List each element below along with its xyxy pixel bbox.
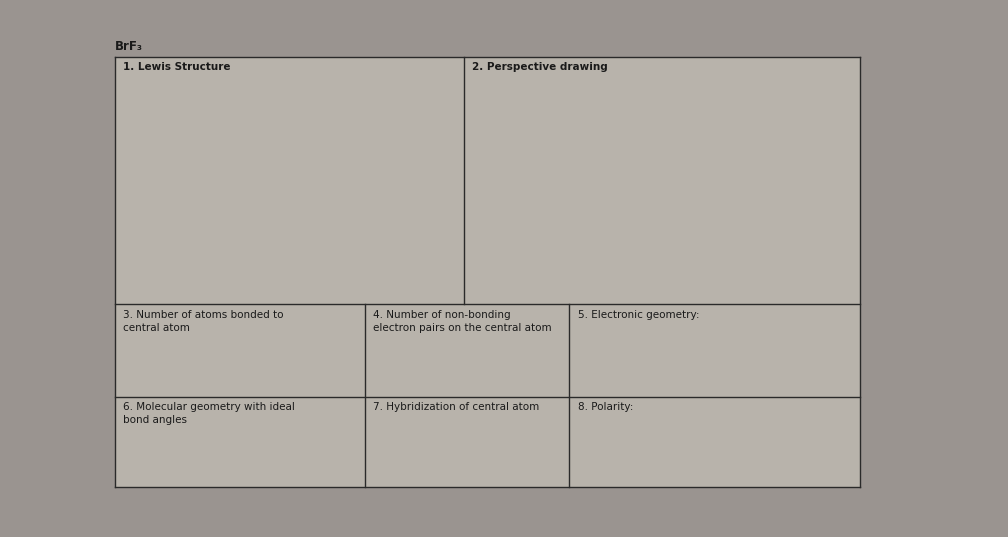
Text: 3. Number of atoms bonded to
central atom: 3. Number of atoms bonded to central ato… — [123, 310, 283, 333]
Text: 1. Lewis Structure: 1. Lewis Structure — [123, 62, 231, 72]
Text: 4. Number of non-bonding
electron pairs on the central atom: 4. Number of non-bonding electron pairs … — [373, 310, 551, 333]
Bar — [570, 397, 860, 487]
Bar — [464, 57, 860, 304]
Text: 5. Electronic geometry:: 5. Electronic geometry: — [578, 310, 699, 320]
Bar — [115, 57, 464, 304]
Bar — [115, 304, 365, 397]
Bar — [115, 397, 365, 487]
Text: 6. Molecular geometry with ideal
bond angles: 6. Molecular geometry with ideal bond an… — [123, 402, 295, 425]
Text: 8. Polarity:: 8. Polarity: — [578, 402, 633, 412]
Text: 7. Hybridization of central atom: 7. Hybridization of central atom — [373, 402, 539, 412]
Text: BrF₃: BrF₃ — [115, 40, 143, 53]
Text: 2. Perspective drawing: 2. Perspective drawing — [472, 62, 608, 72]
Bar — [570, 304, 860, 397]
Bar — [365, 304, 570, 397]
Bar — [365, 397, 570, 487]
